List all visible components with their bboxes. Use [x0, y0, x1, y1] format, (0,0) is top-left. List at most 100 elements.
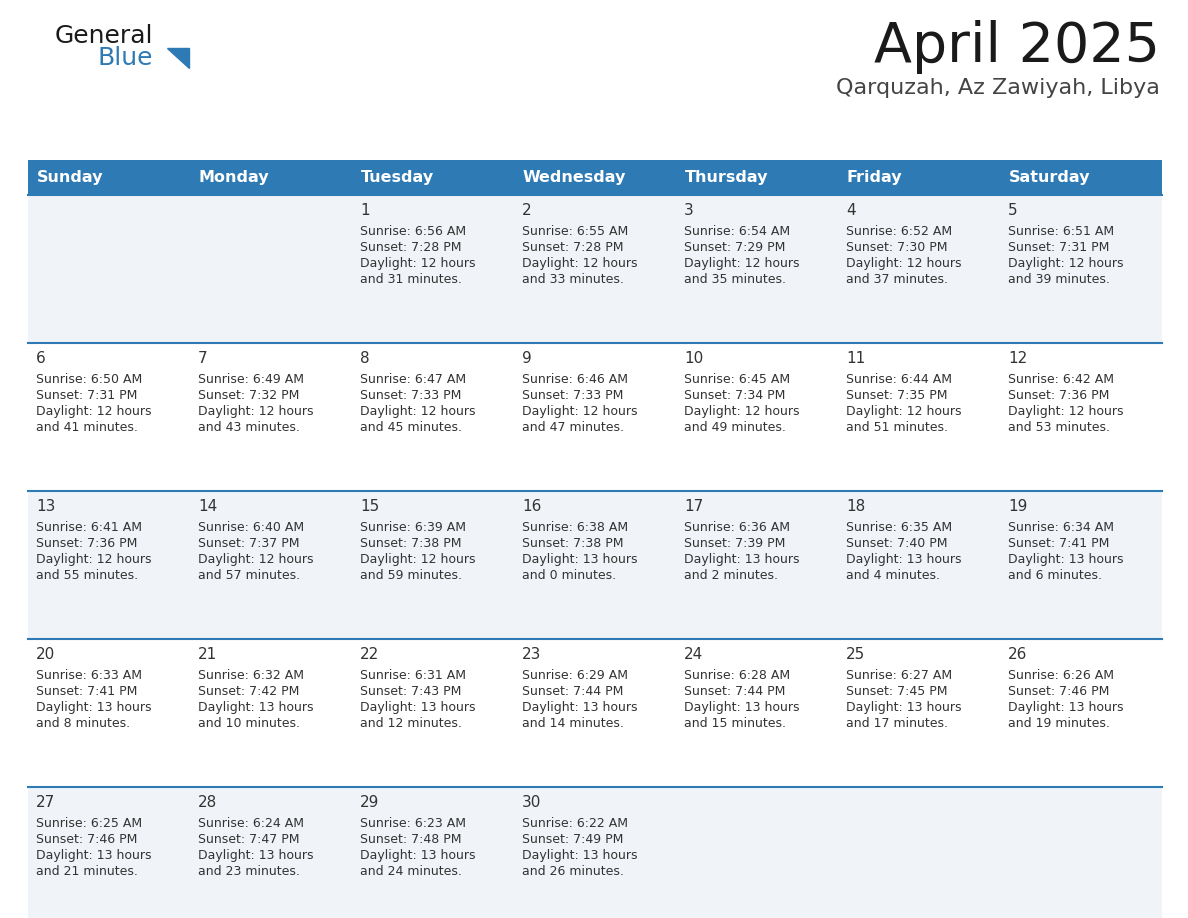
Text: 8: 8 — [360, 351, 369, 366]
Text: Sunset: 7:39 PM: Sunset: 7:39 PM — [684, 537, 785, 550]
Text: and 35 minutes.: and 35 minutes. — [684, 273, 786, 286]
Text: Sunset: 7:42 PM: Sunset: 7:42 PM — [198, 685, 299, 698]
Bar — [29, 787, 1162, 918]
Text: Sunset: 7:46 PM: Sunset: 7:46 PM — [36, 833, 138, 846]
Text: and 8 minutes.: and 8 minutes. — [36, 717, 131, 730]
Text: 4: 4 — [846, 203, 855, 218]
Text: Thursday: Thursday — [685, 170, 769, 185]
Text: Daylight: 13 hours: Daylight: 13 hours — [684, 701, 800, 714]
Text: 24: 24 — [684, 647, 703, 662]
Text: Sunset: 7:44 PM: Sunset: 7:44 PM — [684, 685, 785, 698]
Text: Sunset: 7:40 PM: Sunset: 7:40 PM — [846, 537, 948, 550]
Text: 7: 7 — [198, 351, 208, 366]
Text: Daylight: 13 hours: Daylight: 13 hours — [36, 849, 152, 862]
Text: Tuesday: Tuesday — [361, 170, 434, 185]
Text: and 47 minutes.: and 47 minutes. — [522, 421, 624, 434]
Text: Daylight: 13 hours: Daylight: 13 hours — [1007, 553, 1124, 566]
Text: Daylight: 13 hours: Daylight: 13 hours — [846, 553, 961, 566]
Text: and 31 minutes.: and 31 minutes. — [360, 273, 462, 286]
Text: Sunrise: 6:52 AM: Sunrise: 6:52 AM — [846, 225, 952, 238]
Text: Sunset: 7:33 PM: Sunset: 7:33 PM — [360, 389, 461, 402]
Text: Sunrise: 6:40 AM: Sunrise: 6:40 AM — [198, 521, 304, 534]
Text: Sunrise: 6:35 AM: Sunrise: 6:35 AM — [846, 521, 952, 534]
Text: Daylight: 13 hours: Daylight: 13 hours — [1007, 701, 1124, 714]
Text: and 17 minutes.: and 17 minutes. — [846, 717, 948, 730]
Text: Daylight: 12 hours: Daylight: 12 hours — [360, 553, 475, 566]
Text: Daylight: 13 hours: Daylight: 13 hours — [360, 701, 475, 714]
Text: Daylight: 13 hours: Daylight: 13 hours — [522, 849, 638, 862]
Text: Daylight: 12 hours: Daylight: 12 hours — [198, 405, 314, 418]
Text: 9: 9 — [522, 351, 532, 366]
Text: Friday: Friday — [847, 170, 903, 185]
Text: Daylight: 12 hours: Daylight: 12 hours — [684, 405, 800, 418]
Text: Sunset: 7:41 PM: Sunset: 7:41 PM — [36, 685, 138, 698]
Text: 16: 16 — [522, 499, 542, 514]
Text: and 37 minutes.: and 37 minutes. — [846, 273, 948, 286]
Bar — [29, 160, 1162, 195]
Text: Sunset: 7:45 PM: Sunset: 7:45 PM — [846, 685, 948, 698]
Text: 27: 27 — [36, 795, 56, 810]
Text: Daylight: 12 hours: Daylight: 12 hours — [36, 553, 152, 566]
Text: 30: 30 — [522, 795, 542, 810]
Text: and 21 minutes.: and 21 minutes. — [36, 865, 138, 878]
Text: Sunset: 7:34 PM: Sunset: 7:34 PM — [684, 389, 785, 402]
Text: 3: 3 — [684, 203, 694, 218]
Text: Sunset: 7:48 PM: Sunset: 7:48 PM — [360, 833, 461, 846]
Text: and 4 minutes.: and 4 minutes. — [846, 569, 940, 582]
Text: Qarquzah, Az Zawiyah, Libya: Qarquzah, Az Zawiyah, Libya — [836, 78, 1159, 98]
Text: 14: 14 — [198, 499, 217, 514]
Text: Sunset: 7:46 PM: Sunset: 7:46 PM — [1007, 685, 1110, 698]
Text: Sunrise: 6:38 AM: Sunrise: 6:38 AM — [522, 521, 628, 534]
Text: Daylight: 12 hours: Daylight: 12 hours — [36, 405, 152, 418]
Text: and 15 minutes.: and 15 minutes. — [684, 717, 786, 730]
Text: and 59 minutes.: and 59 minutes. — [360, 569, 462, 582]
Text: 17: 17 — [684, 499, 703, 514]
Text: Sunset: 7:31 PM: Sunset: 7:31 PM — [36, 389, 138, 402]
Text: Sunset: 7:32 PM: Sunset: 7:32 PM — [198, 389, 299, 402]
Text: and 19 minutes.: and 19 minutes. — [1007, 717, 1110, 730]
Text: Daylight: 13 hours: Daylight: 13 hours — [198, 701, 314, 714]
Text: Sunset: 7:36 PM: Sunset: 7:36 PM — [36, 537, 138, 550]
Text: and 26 minutes.: and 26 minutes. — [522, 865, 624, 878]
Text: Sunrise: 6:34 AM: Sunrise: 6:34 AM — [1007, 521, 1114, 534]
Text: 21: 21 — [198, 647, 217, 662]
Text: Sunrise: 6:32 AM: Sunrise: 6:32 AM — [198, 669, 304, 682]
Text: 22: 22 — [360, 647, 379, 662]
Text: Sunrise: 6:27 AM: Sunrise: 6:27 AM — [846, 669, 952, 682]
Text: and 49 minutes.: and 49 minutes. — [684, 421, 786, 434]
Text: Blue: Blue — [97, 46, 152, 70]
Text: Sunrise: 6:26 AM: Sunrise: 6:26 AM — [1007, 669, 1114, 682]
Text: and 41 minutes.: and 41 minutes. — [36, 421, 138, 434]
Text: Sunset: 7:33 PM: Sunset: 7:33 PM — [522, 389, 624, 402]
Text: and 12 minutes.: and 12 minutes. — [360, 717, 462, 730]
Text: Sunset: 7:38 PM: Sunset: 7:38 PM — [360, 537, 461, 550]
Text: Sunrise: 6:46 AM: Sunrise: 6:46 AM — [522, 373, 628, 386]
Text: Sunrise: 6:51 AM: Sunrise: 6:51 AM — [1007, 225, 1114, 238]
Bar — [29, 491, 1162, 639]
Text: and 0 minutes.: and 0 minutes. — [522, 569, 617, 582]
Text: Sunrise: 6:56 AM: Sunrise: 6:56 AM — [360, 225, 466, 238]
Text: and 6 minutes.: and 6 minutes. — [1007, 569, 1102, 582]
Text: Sunrise: 6:41 AM: Sunrise: 6:41 AM — [36, 521, 143, 534]
Text: Sunset: 7:30 PM: Sunset: 7:30 PM — [846, 241, 948, 254]
Text: 2: 2 — [522, 203, 531, 218]
Text: Sunrise: 6:45 AM: Sunrise: 6:45 AM — [684, 373, 790, 386]
Text: Sunset: 7:36 PM: Sunset: 7:36 PM — [1007, 389, 1110, 402]
Polygon shape — [168, 48, 189, 68]
Text: 23: 23 — [522, 647, 542, 662]
Text: 28: 28 — [198, 795, 217, 810]
Text: and 2 minutes.: and 2 minutes. — [684, 569, 778, 582]
Text: Daylight: 13 hours: Daylight: 13 hours — [684, 553, 800, 566]
Bar — [29, 343, 1162, 491]
Text: April 2025: April 2025 — [874, 20, 1159, 74]
Text: Daylight: 13 hours: Daylight: 13 hours — [522, 553, 638, 566]
Text: Sunrise: 6:28 AM: Sunrise: 6:28 AM — [684, 669, 790, 682]
Text: Sunrise: 6:24 AM: Sunrise: 6:24 AM — [198, 817, 304, 830]
Text: Sunset: 7:31 PM: Sunset: 7:31 PM — [1007, 241, 1110, 254]
Text: Sunrise: 6:36 AM: Sunrise: 6:36 AM — [684, 521, 790, 534]
Text: Sunrise: 6:55 AM: Sunrise: 6:55 AM — [522, 225, 628, 238]
Text: and 43 minutes.: and 43 minutes. — [198, 421, 299, 434]
Text: Daylight: 13 hours: Daylight: 13 hours — [360, 849, 475, 862]
Text: and 39 minutes.: and 39 minutes. — [1007, 273, 1110, 286]
Text: Daylight: 12 hours: Daylight: 12 hours — [360, 257, 475, 270]
